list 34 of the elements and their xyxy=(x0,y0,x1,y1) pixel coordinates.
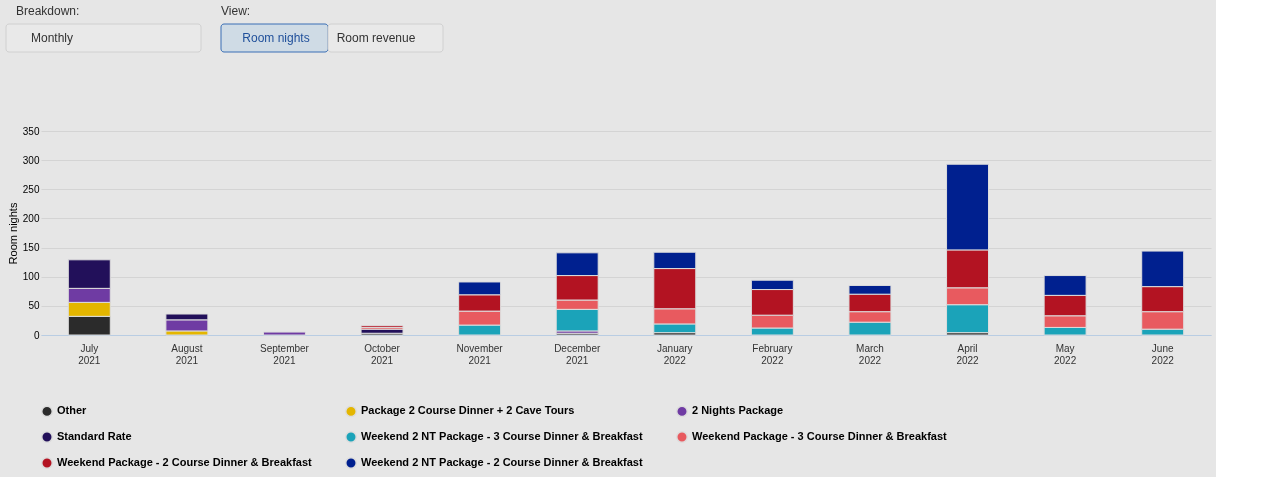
x-tick-label: December 2021 xyxy=(554,342,601,366)
text: Room revenue xyxy=(336,31,416,45)
x-tick-label: January 2022 xyxy=(657,342,693,366)
x-tick-label: April 2022 xyxy=(956,342,980,366)
x-tick-label: July 2021 xyxy=(78,342,101,366)
text: View: xyxy=(221,4,251,18)
legend-label: Weekend Package - 2 Course Dinner & Breakfast xyxy=(57,456,313,468)
y-tick-label: 300 xyxy=(22,154,40,166)
x-tick-label: May 2022 xyxy=(1053,342,1077,366)
text: Monthly xyxy=(31,31,74,45)
y-tick-label: 100 xyxy=(22,271,40,283)
legend-label: Package 2 Course Dinner + 2 Cave Tours xyxy=(361,404,575,417)
legend-label: Weekend Package - 3 Course Dinner & Breakfast xyxy=(692,430,948,442)
y-tick-label: 350 xyxy=(22,125,40,137)
x-tick-label: August 2021 xyxy=(171,342,203,366)
text: Room nights xyxy=(242,31,310,45)
y-tick-label: 250 xyxy=(22,183,40,195)
x-tick-label: November 2021 xyxy=(456,342,504,366)
y-tick-label: 50 xyxy=(28,300,40,312)
x-tick-label: September 2021 xyxy=(260,342,310,366)
x-tick-label: February 2022 xyxy=(752,342,793,366)
legend-label: Other xyxy=(57,404,88,417)
legend-label: Standard Rate xyxy=(57,430,132,442)
y-axis-title: Room nights xyxy=(6,202,19,265)
x-tick-label: March 2022 xyxy=(856,342,884,366)
legend-label: 2 Nights Package xyxy=(692,404,784,417)
y-tick-label: 150 xyxy=(22,242,40,254)
y-tick-label: 200 xyxy=(22,212,40,224)
x-tick-label: October 2021 xyxy=(364,342,401,366)
legend-label: Weekend 2 NT Package - 2 Course Dinner & Breakfast xyxy=(361,456,643,468)
x-tick-label: June 2022 xyxy=(1151,342,1175,366)
text: Breakdown: xyxy=(16,4,80,18)
y-tick-label: 0 xyxy=(33,329,40,341)
legend-label: Weekend 2 NT Package - 3 Course Dinner & Breakfast xyxy=(361,430,643,442)
